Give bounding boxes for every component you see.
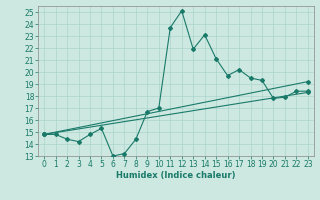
- X-axis label: Humidex (Indice chaleur): Humidex (Indice chaleur): [116, 171, 236, 180]
